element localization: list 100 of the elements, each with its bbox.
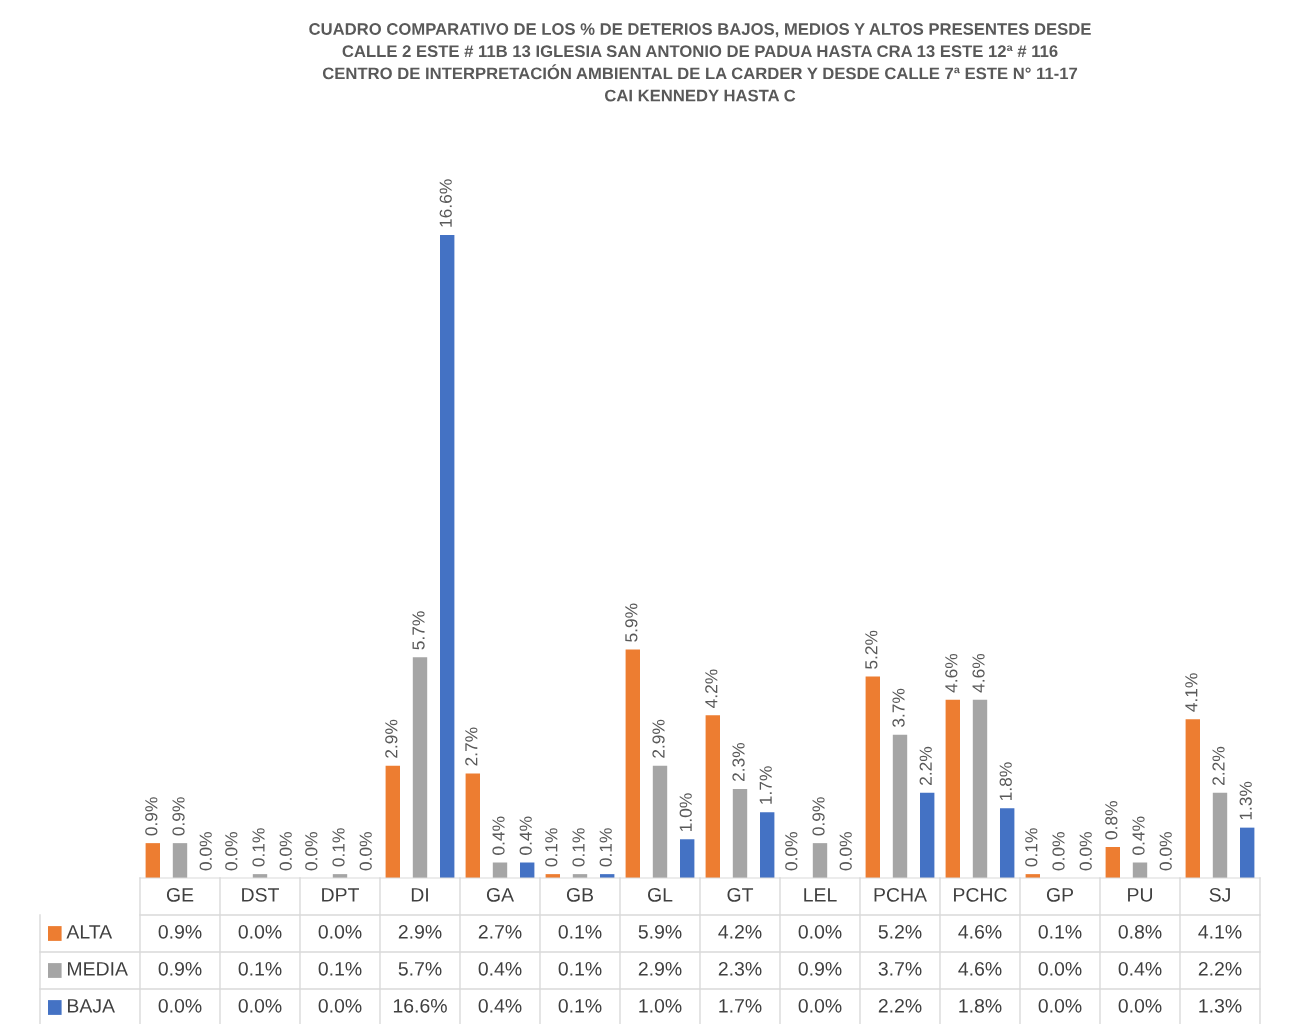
bar: [1185, 719, 1200, 878]
data-label: 4.2%: [718, 924, 762, 939]
data-label: 5.7%: [398, 962, 442, 976]
bar: [412, 657, 428, 878]
bar: [865, 676, 880, 878]
bar: [972, 699, 988, 878]
x-tick-label: GL: [648, 887, 673, 902]
x-tick-label: GT: [727, 887, 754, 902]
data-label: 0.1%: [1038, 924, 1082, 939]
data-label: 1.8%: [959, 998, 1002, 1013]
text: 4.6%: [945, 653, 958, 693]
data-label: 0.0%: [1038, 961, 1082, 976]
data-label: 0.1%: [318, 961, 362, 976]
legend-label: ALTA: [66, 925, 113, 939]
x-tick-label: PCHC: [954, 887, 1007, 902]
text: 0.1%: [252, 828, 265, 867]
text: 0.1%: [572, 828, 585, 867]
text: 0.0%: [1159, 832, 1172, 871]
text: 0.0%: [199, 832, 212, 871]
text: 0.4%: [1132, 816, 1145, 855]
data-label: 0.8%: [1118, 924, 1162, 939]
text: 1.3%: [1239, 781, 1252, 820]
data-label: 0.0%: [238, 924, 282, 939]
bar: [1105, 847, 1120, 878]
text: 0.9%: [172, 797, 185, 836]
x-tick-label: LEL: [804, 888, 837, 902]
bar: [760, 812, 775, 878]
bar: [440, 234, 455, 878]
bar: [1000, 808, 1015, 878]
data-label: 0.4%: [1118, 961, 1162, 976]
data-label: 0.0%: [1038, 998, 1082, 1013]
bar: [385, 765, 400, 878]
x-tick-label: DST: [242, 887, 279, 902]
x-tick-label: GB: [566, 887, 594, 902]
data-label: 0.0%: [798, 998, 842, 1013]
data-label: 5.9%: [638, 924, 682, 939]
data-label: 0.4%: [478, 998, 522, 1013]
data-label: 4.1%: [1198, 925, 1242, 939]
x-tick-label: PU: [1128, 888, 1152, 902]
text: 0.1%: [332, 828, 345, 867]
data-label: 0.0%: [158, 998, 202, 1013]
text: 2.7%: [465, 727, 478, 766]
text: 1.0%: [679, 793, 692, 831]
x-tick-label: GA: [486, 887, 515, 902]
data-label: 1.7%: [719, 999, 762, 1013]
text: 5.7%: [412, 611, 425, 650]
data-label: 0.0%: [798, 924, 842, 939]
text: 4.2%: [705, 669, 718, 708]
text: 0.0%: [359, 832, 372, 871]
legend-label: MEDIA: [68, 962, 128, 976]
text: 0.0%: [839, 832, 852, 871]
text: 0.0%: [1079, 832, 1092, 871]
text: 3.7%: [892, 688, 905, 728]
x-tick-label: GE: [166, 887, 194, 902]
x-tick-label: PCHA: [874, 887, 927, 902]
data-label: 0.0%: [238, 998, 282, 1013]
text: 2.3%: [732, 743, 745, 782]
x-tick-label: SJ: [1209, 887, 1230, 902]
data-label: 0.1%: [238, 961, 282, 976]
text: 0.4%: [492, 816, 505, 855]
data-label: 4.6%: [958, 924, 1002, 939]
legend-label: BAJA: [68, 999, 115, 1013]
data-label: 2.9%: [398, 924, 442, 939]
bar: [1240, 827, 1255, 878]
x-tick-label: DPT: [322, 888, 359, 902]
text: 0.4%: [519, 816, 532, 855]
data-label: 1.0%: [639, 998, 682, 1013]
data-label: 5.2%: [878, 924, 922, 939]
data-label: 2.7%: [478, 924, 522, 939]
text: 4.1%: [1185, 673, 1198, 712]
x-tick-label: GP: [1046, 887, 1074, 902]
bar: [172, 843, 188, 878]
bar: [680, 839, 695, 878]
bar: [625, 649, 640, 878]
chart-title: CUADRO COMPARATIVO DE LOS % DE DETERIOS BAJOS, MEDIOS Y ALTOS PRESENTES DESDE CALLE 2 ESTE # 11B 13 IGLESIA SAN ANTONIO DE PADUA HASTA CRA 13 ESTE 12ª # 116 CENTRO DE INTERPRETACIÓN AMBIENTAL DE LA CARDER Y DESDE CALLE 7ª ESTE N° 11-17 CAI KENNEDY HASTA C: [309, 23, 1091, 102]
text: 4.6%: [972, 653, 985, 693]
data-label: 0.9%: [158, 961, 202, 976]
data-label: 2.9%: [638, 961, 682, 976]
text: 0.9%: [145, 797, 158, 836]
data-label: 0.9%: [798, 961, 842, 976]
text: 1.7%: [759, 766, 772, 804]
text: 0.1%: [599, 828, 612, 867]
bar: [465, 773, 480, 878]
data-label: 0.0%: [318, 998, 362, 1013]
data-label: 1.3%: [1199, 998, 1242, 1013]
bar: [732, 788, 748, 878]
text: 2.9%: [385, 719, 398, 758]
text: 0.0%: [279, 832, 292, 871]
data-label: 16.6%: [393, 998, 447, 1013]
text: 0.9%: [812, 797, 825, 836]
data-label: 0.0%: [1118, 998, 1162, 1013]
data-label: 0.9%: [158, 924, 202, 939]
data-label: 2.2%: [1198, 961, 1242, 976]
text: 2.2%: [919, 746, 932, 785]
text: 16.6%: [439, 179, 452, 227]
data-label: 0.4%: [478, 961, 522, 976]
text: 5.9%: [625, 603, 638, 642]
bar: [892, 734, 908, 878]
data-label: 0.1%: [558, 961, 602, 976]
text: 0.8%: [1105, 801, 1118, 840]
